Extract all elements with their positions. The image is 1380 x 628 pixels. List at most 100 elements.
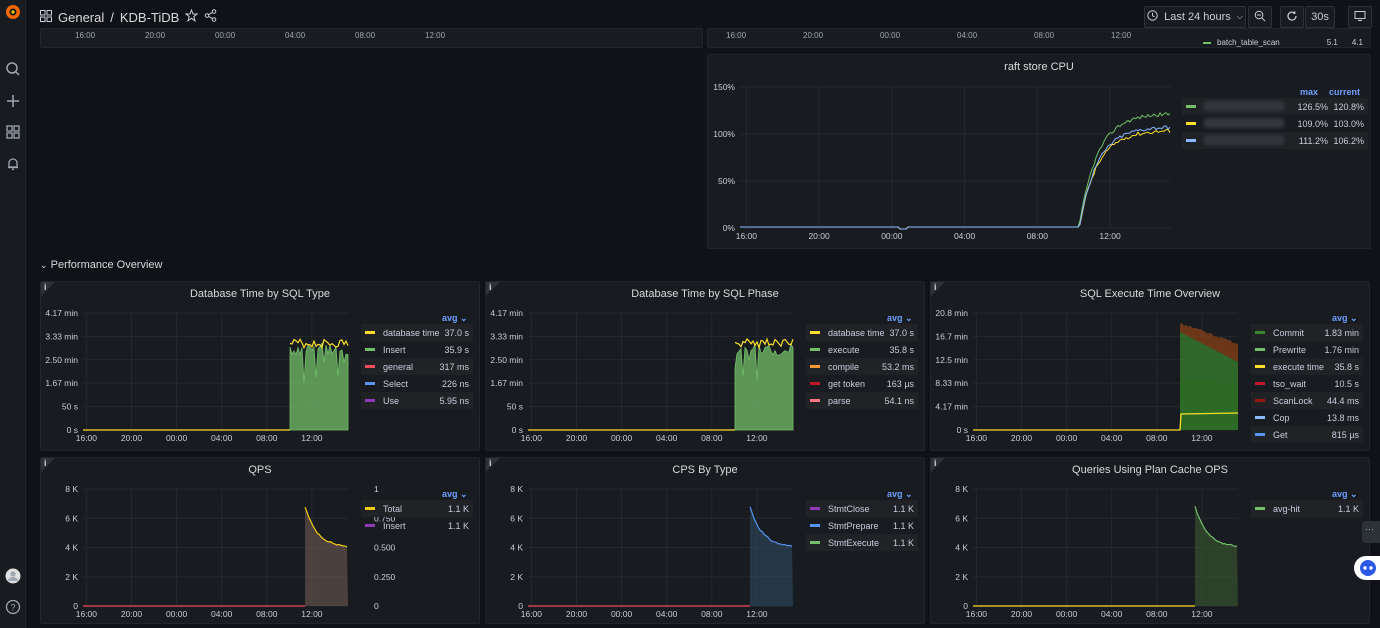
legend-value: 317 ms	[439, 361, 469, 372]
legend-row[interactable]: StmtClose 1.1 K	[806, 500, 918, 517]
legend-max: 126.5%	[1297, 101, 1328, 112]
dashboards-icon[interactable]	[4, 123, 22, 141]
avg-sort-toggle[interactable]: avg ⌄	[1332, 489, 1358, 499]
legend-row[interactable]: general 317 ms	[361, 358, 473, 375]
avg-sort-toggle[interactable]: avg ⌄	[887, 313, 913, 323]
panel-raft-store-cpu[interactable]: raft store CPU 150% 100% 50% 0% 16:00 20:00 00…	[707, 54, 1371, 249]
legend-value: 1.1 K	[892, 520, 914, 531]
x-tick-label: 12:00	[1111, 31, 1132, 40]
legend-value: 1.1 K	[892, 503, 914, 514]
legend-value: 226 ns	[441, 378, 469, 389]
x-tick-label: 00:00	[166, 433, 188, 443]
legend-row[interactable]: execute 35.8 s	[806, 341, 918, 358]
info-icon[interactable]: i	[41, 282, 55, 296]
legend-name-redacted	[1204, 134, 1294, 147]
legend-row[interactable]: Insert 1.1 K	[361, 517, 473, 534]
legend-name: ScanLock	[1273, 395, 1313, 406]
star-icon[interactable]	[184, 8, 199, 25]
refresh-button[interactable]	[1280, 6, 1304, 28]
tv-mode-button[interactable]	[1348, 6, 1372, 28]
legend-row[interactable]: tso_wait 10.5 s	[1251, 375, 1363, 392]
x-tick-label: 08:00	[355, 31, 376, 40]
breadcrumb-folder[interactable]: General	[58, 9, 105, 25]
legend-row[interactable]: Commit 1.83 min	[1251, 324, 1363, 341]
legend-swatch	[1255, 348, 1265, 351]
legend-row[interactable]: Insert 35.9 s	[361, 341, 473, 358]
legend-row[interactable]: Use 5.95 ns	[361, 392, 473, 409]
series-line	[740, 111, 1171, 230]
panel-queries-using-plan-cache-ops[interactable]: i Queries Using Plan Cache OPS 8 K 6 K 4 K 2 …	[930, 457, 1370, 624]
legend-row[interactable]: Cop 13.8 ms	[1251, 409, 1363, 426]
legend-swatch	[365, 365, 375, 368]
time-range-picker[interactable]: Last 24 hours ⌵	[1144, 6, 1246, 28]
info-icon[interactable]: i	[41, 458, 55, 472]
y-tick-label: 8 K	[955, 484, 968, 494]
floating-tool-icon[interactable]: ⋯	[1362, 521, 1380, 543]
x-tick-label: 12:00	[1191, 433, 1213, 443]
legend-row[interactable]: get token 163 µs	[806, 375, 918, 392]
y2-tick-label: 0.250	[374, 572, 396, 582]
refresh-interval-label: 30s	[1311, 11, 1329, 23]
info-icon[interactable]: i	[931, 458, 945, 472]
y-tick-label: 6 K	[65, 513, 78, 523]
legend-current: 106.2%	[1333, 135, 1364, 146]
panel-partial-top-right: 16:00 20:00 00:00 04:00 08:00 12:00 batch_tab…	[707, 28, 1371, 48]
info-icon[interactable]: i	[931, 282, 945, 296]
panel-cps-by-type[interactable]: i CPS By Type 8 K 6 K 4 K 2 K 0 16:00 20:00 00:00…	[485, 457, 925, 624]
legend-col-current[interactable]: current	[1329, 87, 1361, 97]
legend-row[interactable]: avg-hit 1.1 K	[1251, 500, 1363, 517]
legend-row[interactable]: database time 37.0 s	[806, 324, 918, 341]
help-icon[interactable]: ?	[4, 598, 22, 616]
avg-sort-toggle[interactable]: avg ⌄	[1332, 313, 1358, 323]
legend-row[interactable]: Total 1.1 K	[361, 500, 473, 517]
legend-value: 5.95 ns	[439, 395, 469, 406]
panel-sql-execute-time-overview[interactable]: i SQL Execute Time Overview 20.8 min 16.7 m…	[930, 281, 1370, 451]
legend-row[interactable]: execute time 35.8 s	[1251, 358, 1363, 375]
legend-row[interactable]: 109.0% 103.0%	[1182, 115, 1368, 132]
legend-row[interactable]: database time 37.0 s	[361, 324, 473, 341]
legend-value: 13.8 ms	[1326, 412, 1359, 423]
legend-row[interactable]: 111.2% 106.2%	[1182, 132, 1368, 149]
legend-row[interactable]: ScanLock 44.4 ms	[1251, 392, 1363, 409]
bell-icon[interactable]	[4, 155, 22, 173]
info-icon[interactable]: i	[486, 458, 500, 472]
panel-database-time-by-sql-type[interactable]: i Database Time by SQL Type 4.17 min 3.33 m…	[40, 281, 480, 451]
legend-swatch	[365, 524, 375, 527]
avg-sort-toggle[interactable]: avg ⌄	[887, 489, 913, 499]
legend-name: avg-hit	[1273, 503, 1301, 514]
info-icon[interactable]: i	[486, 282, 500, 296]
x-tick-label: 20:00	[145, 31, 166, 40]
x-tick-label: 12:00	[746, 609, 768, 619]
avg-sort-toggle[interactable]: avg ⌄	[442, 489, 468, 499]
legend-row[interactable]: 126.5% 120.8%	[1182, 98, 1368, 115]
zoom-out-button[interactable]	[1248, 6, 1272, 28]
legend-row[interactable]: Get 815 µs	[1251, 426, 1363, 443]
series-line-database-time	[734, 337, 794, 350]
avatar[interactable]	[4, 567, 22, 585]
legend-row[interactable]: parse 54.1 ns	[806, 392, 918, 409]
assistant-icon[interactable]	[1354, 556, 1380, 580]
panel-database-time-by-sql-phase[interactable]: i Database Time by SQL Phase 4.17 min 3.33 …	[485, 281, 925, 451]
x-tick-label: 16:00	[726, 31, 747, 40]
x-axis-labels: 16:00 20:00 00:00 04:00 08:00 12:00	[41, 31, 702, 41]
legend-row[interactable]: Prewrite 1.76 min	[1251, 341, 1363, 358]
plus-icon[interactable]	[4, 92, 22, 110]
legend-row[interactable]: compile 53.2 ms	[806, 358, 918, 375]
x-tick-label: 20:00	[121, 609, 143, 619]
legend-row[interactable]: StmtPrepare 1.1 K	[806, 517, 918, 534]
refresh-interval-picker[interactable]: 30s	[1305, 6, 1335, 28]
row-performance-overview[interactable]: ⌄ Performance Overview	[40, 259, 162, 271]
x-tick-label: 12:00	[301, 609, 323, 619]
legend-row[interactable]: Select 226 ns	[361, 375, 473, 392]
legend-row[interactable]: StmtExecute 1.1 K	[806, 534, 918, 551]
grafana-logo-icon[interactable]	[4, 3, 22, 21]
share-icon[interactable]	[204, 9, 217, 25]
search-icon[interactable]	[4, 60, 22, 78]
legend-col-max[interactable]: max	[1300, 87, 1319, 97]
x-tick-label: 04:00	[1101, 609, 1123, 619]
dashboard-title[interactable]: KDB-TiDB	[119, 9, 180, 25]
avg-sort-toggle[interactable]: avg ⌄	[442, 313, 468, 323]
legend-name: execute	[828, 344, 860, 355]
chevron-down-icon: ⌄	[460, 489, 468, 499]
